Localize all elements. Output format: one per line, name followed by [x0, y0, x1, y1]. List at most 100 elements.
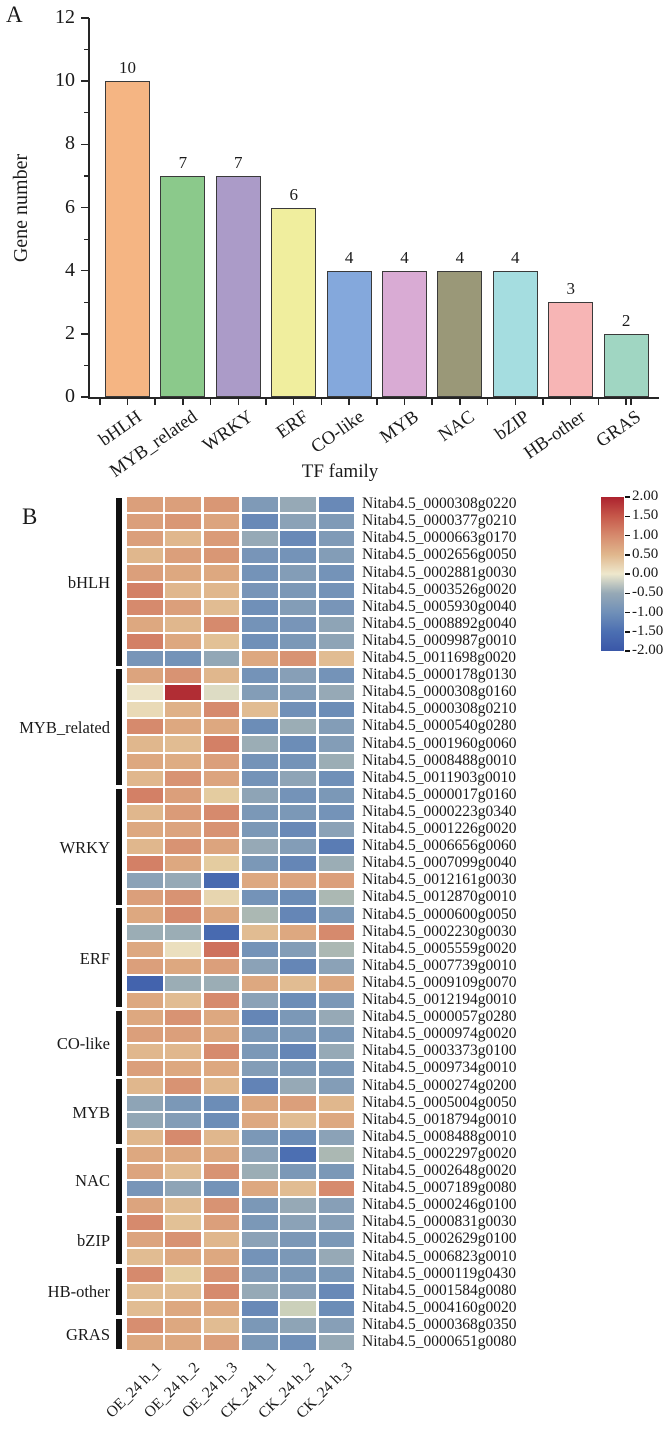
heatmap-cell [318, 1044, 355, 1060]
gene-label: Nitab4.5_0018794g0010 [362, 1110, 517, 1128]
heatmap-cell [280, 1044, 316, 1060]
gene-label: Nitab4.5_0007739g0010 [362, 956, 517, 974]
heatmap-cell [241, 873, 278, 889]
heatmap-cell [165, 650, 201, 667]
heatmap-cell [203, 1112, 240, 1128]
heatmap-cell [280, 1317, 316, 1333]
heatmap-cell [203, 770, 240, 786]
heatmap-cell [241, 1061, 278, 1077]
heatmap-cell [165, 702, 201, 718]
bar-value-label: 6 [289, 184, 298, 204]
heatmap-cell [127, 1181, 163, 1197]
heatmap-cell [165, 1129, 201, 1145]
group-bracket [116, 1267, 122, 1316]
heatmap-cell [280, 941, 316, 957]
gene-label: Nitab4.5_0000600g0050 [362, 905, 517, 923]
group-label: CO-like [56, 1034, 110, 1054]
heatmap-cell [127, 685, 163, 701]
heatmap-cell [203, 907, 240, 923]
heatmap-cell [318, 873, 355, 889]
x-minor-tick [154, 398, 156, 406]
gene-label: Nitab4.5_0005930g0040 [362, 597, 517, 615]
heatmap-cell [318, 599, 355, 615]
x-minor-tick [630, 398, 632, 406]
heatmap-cell [280, 1300, 316, 1316]
heatmap-cell [127, 804, 163, 820]
heatmap-cell [203, 821, 240, 838]
heatmap-cell [241, 1266, 278, 1282]
heatmap-cell [203, 958, 240, 974]
heatmap-cell [241, 1078, 278, 1094]
heatmap-cell [318, 1061, 355, 1077]
bar-value-label: 4 [400, 247, 409, 267]
heatmap-cell [127, 514, 163, 530]
gene-label: Nitab4.5_0000663g0170 [362, 529, 517, 547]
heatmap-cell [241, 839, 278, 855]
heatmap-cell [318, 1283, 355, 1299]
heatmap-cell [203, 1215, 240, 1231]
heatmap-cell [318, 1215, 355, 1231]
heatmap-cell [280, 958, 316, 974]
colorbar-tick [625, 611, 630, 614]
group-bracket [116, 788, 122, 905]
heatmap-cell [280, 702, 316, 718]
heatmap-cell [241, 753, 278, 769]
heatmap-cell [318, 1163, 355, 1180]
heatmap-cell [165, 616, 201, 632]
heatmap-cell [127, 890, 163, 906]
gene-label: Nitab4.5_0002648g0020 [362, 1162, 517, 1179]
x-tick [625, 398, 627, 406]
y-tick-label: 12 [55, 6, 75, 29]
heatmap-cell [280, 599, 316, 615]
y-minor-tick [83, 49, 89, 51]
x-minor-tick [265, 398, 267, 406]
x-tick [126, 398, 129, 406]
heatmap-cell [203, 514, 240, 530]
heatmap-cell [241, 702, 278, 718]
heatmap-cell [280, 1181, 316, 1197]
bar [160, 175, 206, 397]
heatmap-cell [165, 992, 201, 1009]
heatmap-cell [280, 924, 316, 940]
heatmap-cell [280, 873, 316, 889]
x-tick [237, 398, 240, 406]
heatmap-cell [127, 1300, 163, 1316]
heatmap-cell [318, 839, 355, 855]
heatmap-cell [280, 685, 316, 701]
heatmap-cell [241, 821, 278, 838]
heatmap-cell [241, 497, 278, 513]
x-minor-tick [597, 398, 600, 406]
heatmap-cell [318, 787, 355, 803]
heatmap-cell [165, 941, 201, 957]
heatmap-cell [203, 1129, 240, 1145]
group-bracket [116, 1079, 122, 1145]
colorbar-tick-label: -1.00 [632, 603, 664, 620]
group-label: ERF [79, 948, 110, 968]
heatmap-cell [280, 668, 316, 684]
colorbar-tick [625, 631, 630, 633]
y-minor-tick [83, 364, 89, 366]
heatmap-cell [318, 719, 355, 735]
heatmap-cell [165, 821, 201, 838]
colorbar-tick [625, 534, 630, 537]
heatmap-cell [203, 1300, 240, 1316]
heatmap-cell [203, 787, 240, 803]
heatmap-cell [241, 1146, 278, 1162]
heatmap-cell [165, 804, 201, 820]
heatmap-cell [165, 1095, 201, 1111]
heatmap-cell [165, 668, 201, 684]
heatmap-cell [280, 1163, 316, 1180]
heatmap-cell [165, 1146, 201, 1162]
heatmap-cell [318, 668, 355, 684]
heatmap-cell [280, 616, 316, 632]
heatmap-cell [165, 924, 201, 940]
colorbar-tick-label: 0.00 [632, 565, 659, 581]
heatmap-cell [165, 1163, 201, 1180]
heatmap-cell [318, 1010, 355, 1026]
bar-chart-xlabel: TF family [301, 461, 379, 482]
gene-label: Nitab4.5_0000057g0280 [362, 1008, 517, 1026]
heatmap-cell [165, 633, 201, 649]
heatmap-cell [318, 633, 355, 649]
heatmap-cell [241, 1027, 278, 1043]
gene-label: Nitab4.5_0000540g0280 [362, 717, 517, 735]
